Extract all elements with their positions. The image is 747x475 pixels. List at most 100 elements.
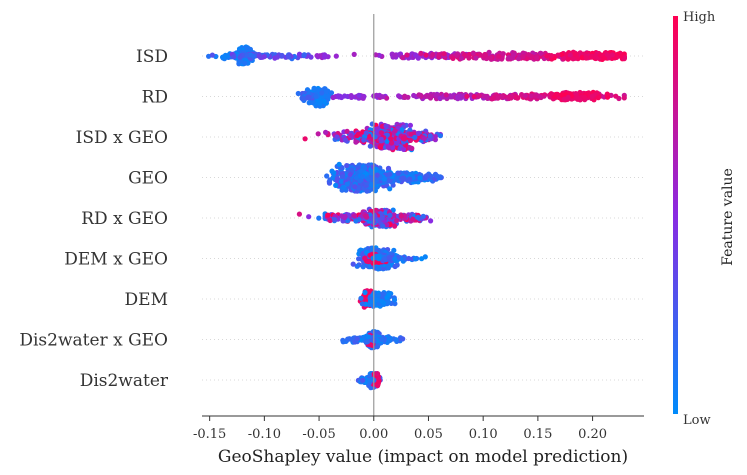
data-point (481, 53, 487, 59)
data-point (421, 135, 427, 142)
data-point (384, 95, 390, 101)
data-point (373, 166, 379, 172)
data-point (286, 54, 292, 60)
colorbar-low-label: Low (683, 413, 711, 428)
data-point (462, 52, 468, 58)
data-point (356, 92, 362, 98)
data-point (244, 52, 250, 58)
data-point (334, 176, 340, 182)
data-point (237, 54, 243, 60)
data-point (471, 94, 477, 100)
data-point (350, 261, 356, 267)
data-point (589, 93, 596, 99)
data-point (410, 216, 416, 222)
data-point (362, 255, 368, 261)
data-point (407, 122, 413, 128)
data-point (370, 255, 376, 261)
data-point (392, 223, 398, 229)
data-point (384, 222, 390, 228)
data-point (490, 95, 496, 101)
data-point (354, 336, 360, 342)
data-point (411, 92, 417, 99)
data-point (375, 292, 381, 298)
data-point (393, 217, 400, 224)
feature-row (350, 245, 428, 272)
data-point (402, 93, 408, 99)
data-point (368, 170, 374, 176)
data-point (384, 132, 390, 138)
data-point (359, 301, 365, 307)
data-point (466, 55, 472, 61)
data-point (347, 171, 353, 178)
data-point (548, 53, 555, 59)
data-point (496, 53, 502, 59)
data-point (345, 336, 351, 342)
data-point (415, 130, 421, 136)
data-point (363, 130, 369, 136)
data-point (394, 262, 400, 268)
data-point (407, 137, 414, 143)
data-point (360, 264, 366, 270)
data-point (595, 95, 601, 101)
data-point (389, 140, 395, 146)
data-point (437, 133, 443, 139)
data-point (375, 266, 381, 272)
data-point (379, 336, 385, 342)
data-point (401, 146, 407, 152)
x-tick-label: 0.10 (469, 427, 498, 442)
data-point (295, 90, 301, 97)
data-point (373, 52, 379, 58)
data-point (532, 93, 538, 99)
data-point (278, 53, 285, 59)
data-point (316, 215, 322, 221)
data-point (365, 334, 371, 340)
data-point (574, 94, 580, 100)
data-point (323, 129, 329, 135)
x-ticks: -0.15 -0.10 -0.05 0.00 0.05 0.10 0.15 0.20 (193, 416, 607, 442)
data-point (308, 54, 314, 60)
data-point (416, 92, 422, 98)
data-point (345, 218, 351, 224)
data-point (393, 337, 399, 343)
x-tick-label: 0.20 (578, 427, 607, 442)
data-point (548, 91, 554, 97)
data-point (392, 52, 398, 58)
data-point (565, 56, 571, 62)
data-point (339, 174, 346, 180)
data-point (378, 136, 384, 142)
data-point (323, 89, 329, 95)
data-point (344, 181, 350, 187)
data-point (378, 130, 384, 136)
data-point (365, 176, 372, 182)
feature-row (340, 329, 406, 351)
feature-row (206, 44, 627, 67)
data-point (364, 339, 370, 345)
data-point (231, 54, 237, 60)
data-point (500, 51, 506, 57)
feature-row (296, 206, 434, 230)
data-point (450, 55, 456, 62)
data-point (579, 55, 585, 61)
data-point (588, 54, 594, 60)
data-point (554, 91, 561, 97)
data-point (424, 93, 430, 99)
x-tick-label: -0.05 (302, 427, 335, 442)
x-tick-label: -0.10 (248, 427, 281, 442)
data-point (395, 170, 401, 176)
data-point (358, 168, 364, 174)
data-point (424, 173, 430, 179)
data-point (256, 53, 262, 59)
data-point (364, 249, 370, 255)
data-point (417, 175, 423, 181)
data-point (376, 256, 382, 262)
data-point (570, 56, 576, 62)
data-point (428, 218, 434, 224)
x-axis: -0.15 -0.10 -0.05 0.00 0.05 0.10 0.15 0.20 GeoS… (193, 415, 644, 467)
data-point (340, 184, 347, 190)
colorbar-title: Feature value (720, 168, 736, 266)
data-point (526, 52, 532, 58)
data-point (396, 93, 402, 99)
data-point (364, 188, 370, 194)
data-point (209, 52, 215, 58)
data-point (365, 259, 371, 265)
